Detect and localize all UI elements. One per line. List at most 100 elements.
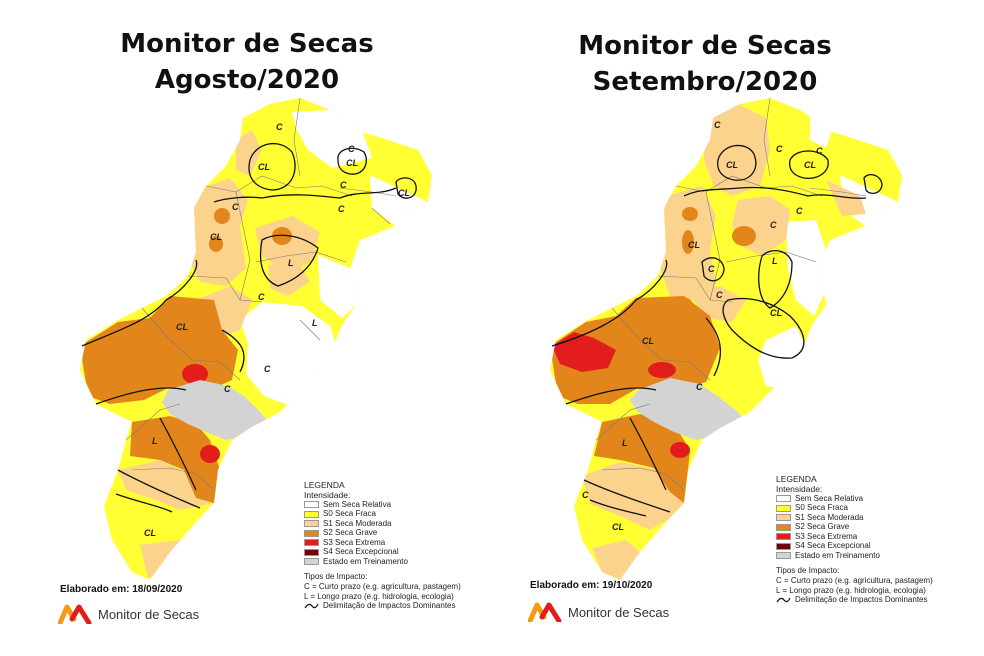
legend-label: Sem Seca Relativa: [795, 493, 864, 503]
impact-label: C: [708, 264, 715, 274]
legend-label: S4 Seca Excepcional: [795, 541, 871, 551]
drought-map-august: C CL C CL C CL C CL L C CL C L C L C CL: [80, 98, 432, 580]
impact-short: C = Curto prazo (e.g. agricultura, pasta…: [776, 575, 933, 585]
impact-heading: Tipos de Impacto:: [776, 565, 840, 575]
legend-swatch: [776, 552, 791, 560]
impact-line-icon: [776, 597, 791, 603]
brand-name: Monitor de Secas: [568, 604, 670, 620]
monitor-de-secas-logo-icon: [528, 602, 562, 622]
map-panel-september: C CL C C CL C C CL C L C CL CL C L C CL …: [470, 0, 962, 656]
impact-label: C: [696, 382, 703, 392]
title-line-2: Setembro/2020: [592, 67, 818, 97]
impact-label: CL: [258, 162, 270, 172]
impact-label: C: [340, 180, 347, 190]
legend-heading: LEGENDA: [304, 480, 345, 490]
legend-label: S1 Seca Moderada: [795, 512, 864, 522]
legend-subheading: Intensidade:: [776, 484, 823, 494]
legend-item: Sem Seca Relativa: [776, 494, 933, 504]
impact-label: CL: [688, 240, 700, 250]
legend-swatch: [776, 495, 791, 503]
impact-line-icon: [304, 603, 319, 609]
legend-label: S3 Seca Extrema: [323, 537, 386, 547]
legend-swatch: [304, 529, 319, 537]
impact-label: CL: [346, 158, 358, 168]
impact-label: L: [152, 436, 158, 446]
credit-date: Elaborado em: 18/09/2020: [60, 584, 183, 595]
impact-line-label: Delimitação de Impactos Dominantes: [795, 595, 928, 605]
legend-item: S1 Seca Moderada: [776, 513, 933, 523]
legend-item: S3 Seca Extrema: [776, 532, 933, 542]
impact-label: CL: [210, 232, 222, 242]
legend-swatch: [304, 539, 319, 547]
impact-labels-september: C CL C C CL C C CL C L C CL CL C L C CL: [582, 120, 823, 532]
impact-label: C: [258, 292, 265, 302]
legend-swatch: [776, 523, 791, 531]
legend-label: S3 Seca Extrema: [795, 531, 858, 541]
legend-label: S1 Seca Moderada: [323, 518, 392, 528]
legend-heading: LEGENDA: [776, 474, 817, 484]
legend-item: Sem Seca Relativa: [304, 500, 461, 510]
impact-label: C: [816, 146, 823, 156]
legend-swatch: [776, 542, 791, 550]
legend-label: S2 Seca Grave: [323, 528, 378, 538]
title-line-1: Monitor de Secas: [578, 31, 832, 61]
impact-label: CL: [612, 522, 624, 532]
legend: LEGENDA Intensidade: Sem Seca Relativa S…: [776, 474, 933, 605]
impact-label: CL: [726, 160, 738, 170]
legend-swatch: [304, 558, 319, 566]
map-title: Monitor de Secas Setembro/2020: [555, 28, 855, 100]
impact-line-label: Delimitação de Impactos Dominantes: [323, 601, 456, 611]
legend-item: S3 Seca Extrema: [304, 538, 461, 548]
legend-swatch: [304, 520, 319, 528]
credit-date: Elaborado em: 19/10/2020: [530, 580, 653, 591]
impact-short: C = Curto prazo (e.g. agricultura, pasta…: [304, 581, 461, 591]
legend-label: Estado em Treinamento: [795, 550, 880, 560]
impact-label: C: [348, 144, 355, 154]
impact-label: CL: [642, 336, 654, 346]
impact-label: C: [714, 120, 721, 130]
impact-label: L: [312, 318, 318, 328]
legend-item: S4 Seca Excepcional: [776, 541, 933, 552]
impact-label: L: [288, 258, 294, 268]
impact-line-item: Delimitação de Impactos Dominantes: [304, 601, 461, 612]
legend-item: S2 Seca Grave: [776, 522, 933, 533]
legend-item: S2 Seca Grave: [304, 528, 461, 539]
map-title: Monitor de Secas Agosto/2020: [97, 26, 397, 98]
title-line-1: Monitor de Secas: [120, 29, 374, 59]
legend-label: Estado em Treinamento: [323, 556, 408, 566]
legend-item: S0 Seca Fraca: [776, 503, 933, 514]
legend-label: Sem Seca Relativa: [323, 499, 392, 509]
legend-subheading: Intensidade:: [304, 490, 351, 500]
brand-name: Monitor de Secas: [98, 606, 200, 622]
legend-item: Estado em Treinamento: [304, 557, 461, 567]
impact-line-item: Delimitação de Impactos Dominantes: [776, 595, 933, 606]
monitor-de-secas-logo-icon: [58, 604, 92, 624]
impact-label: C: [276, 122, 283, 132]
impact-label: CL: [398, 188, 410, 198]
impact-labels-august: C CL C CL C CL C CL L C CL C L C L C CL: [144, 122, 410, 538]
legend-swatch: [304, 510, 319, 518]
legend-item: Estado em Treinamento: [776, 551, 933, 561]
impact-label: C: [582, 490, 589, 500]
impact-label: C: [338, 204, 345, 214]
legend-label: S0 Seca Fraca: [323, 509, 376, 519]
legend-swatch: [304, 501, 319, 509]
impact-heading: Tipos de Impacto:: [304, 571, 368, 581]
brand: Monitor de Secas: [58, 604, 199, 624]
legend-swatch: [776, 533, 791, 541]
legend-swatch: [776, 514, 791, 522]
title-line-2: Agosto/2020: [154, 65, 340, 95]
impact-label: CL: [144, 528, 156, 538]
legend-swatch: [776, 504, 791, 512]
legend-swatch: [304, 548, 319, 556]
impact-long: L = Longo prazo (e.g. hidrologia, ecolog…: [776, 585, 926, 595]
impact-label: C: [770, 220, 777, 230]
impact-label: C: [776, 144, 783, 154]
drought-map-september: C CL C C CL C C CL C L C CL CL C L C CL: [550, 98, 902, 580]
map-panel-august: C CL C CL C CL C CL L C CL C L C L C CL …: [58, 26, 461, 624]
legend-label: S2 Seca Grave: [795, 522, 850, 532]
legend-item: S1 Seca Moderada: [304, 519, 461, 529]
legend-label: S4 Seca Excepcional: [323, 547, 399, 557]
impact-label: CL: [770, 308, 782, 318]
impact-label: CL: [804, 160, 816, 170]
